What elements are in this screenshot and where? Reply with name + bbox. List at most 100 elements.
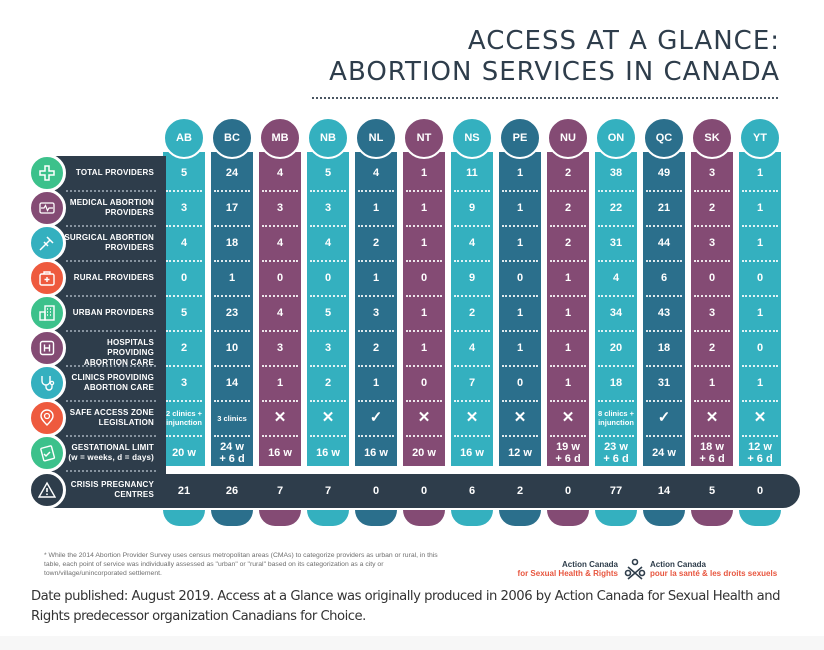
cell-divider (646, 365, 682, 367)
province-column-foot (211, 510, 253, 526)
crisis-pregnancy-centres-bar (46, 474, 800, 508)
cell-divider (502, 295, 538, 297)
cell-text-line: 1 (420, 167, 428, 179)
cell-text-line: 0 (324, 272, 332, 284)
cell-divider (358, 330, 394, 332)
table-cell: 1 (739, 377, 781, 389)
cell-text-line: 18 (657, 342, 671, 354)
cell-divider (358, 435, 394, 437)
cell-text-line: ✕ (561, 409, 575, 426)
cell-text-line: 2 (564, 167, 572, 179)
cell-text-line: 1 (372, 272, 380, 284)
cell-text-line: 3 (708, 307, 716, 319)
cell-text-line: 24 w (652, 447, 676, 459)
cell-text-line: 21 (657, 202, 671, 214)
cell-text-line: ✓ (657, 409, 671, 426)
table-cell: 1 (355, 272, 397, 284)
table-cell: 16 w (259, 447, 301, 459)
cell-text-line: ✕ (465, 409, 479, 426)
row-divider (66, 400, 156, 402)
cell-text-line: 23 (225, 307, 239, 319)
cell-divider (694, 400, 730, 402)
cell-text-line: 1 (420, 342, 428, 354)
table-cell: 0 (403, 377, 445, 389)
cell-divider (646, 330, 682, 332)
province-column-sk (691, 152, 733, 466)
table-cell: 5 (691, 485, 733, 497)
cell-text-line: 24 (225, 167, 239, 179)
table-cell: 10 (211, 342, 253, 354)
table-cell: 0 (355, 485, 397, 497)
province-column-foot (595, 510, 637, 526)
cell-text-line: 10 (225, 342, 239, 354)
cell-text-line: 7 (324, 485, 332, 497)
cell-text-line: 77 (609, 485, 623, 497)
table-cell: 20 w (403, 447, 445, 459)
cell-text-line: 2 (708, 202, 716, 214)
table-cell: 14 (211, 377, 253, 389)
cell-text-line: 1 (420, 237, 428, 249)
cell-text-line: 0 (420, 485, 428, 497)
cell-divider (454, 295, 490, 297)
province-column-foot (355, 510, 397, 526)
cell-text-line: 0 (420, 377, 428, 389)
cell-text-line: 1 (276, 377, 284, 389)
table-cell: 3 (691, 167, 733, 179)
stethoscope-icon (28, 364, 66, 402)
cell-text-line: 3 (372, 307, 380, 319)
table-cell: 20 w (163, 447, 205, 459)
cell-text-line: ✕ (273, 409, 287, 426)
cell-divider (550, 225, 586, 227)
row-label-line: GESTATIONAL LIMIT (71, 443, 154, 452)
cell-divider (694, 435, 730, 437)
province-column-foot (739, 510, 781, 526)
cell-divider (694, 190, 730, 192)
cell-text-line: 12 w (508, 447, 532, 459)
cell-divider (550, 260, 586, 262)
province-column-foot (403, 510, 445, 526)
table-cell: 3 (163, 202, 205, 214)
cell-text-line: 0 (180, 272, 188, 284)
title-line-1: ACCESS AT A GLANCE: (467, 26, 780, 56)
table-cell: 5 (307, 307, 349, 319)
cell-text-line: 1 (756, 377, 764, 389)
cell-text-line: 43 (657, 307, 671, 319)
row-label-line: LEGISLATION (98, 418, 154, 427)
cell-text-line: 3 (276, 342, 284, 354)
province-header-ns: NS (451, 117, 493, 159)
table-cell: 1 (355, 202, 397, 214)
cell-divider (742, 365, 778, 367)
table-cell: 24 w + 6 d (211, 441, 253, 465)
cell-divider (454, 435, 490, 437)
row-label-4: RURAL PROVIDERS (60, 273, 154, 283)
province-header-sk: SK (691, 117, 733, 159)
row-label-5: URBAN PROVIDERS (60, 308, 154, 318)
table-cell: 1 (547, 272, 589, 284)
row-divider (66, 330, 156, 332)
cell-divider (166, 190, 202, 192)
cell-text-line: + 6 d (555, 453, 581, 465)
table-cell: 16 w (451, 447, 493, 459)
cell-divider (502, 400, 538, 402)
cell-divider (262, 435, 298, 437)
cell-text-line: 3 (708, 237, 716, 249)
cell-text-line: 3 (324, 202, 332, 214)
table-cell: 4 (595, 272, 637, 284)
province-column-foot (307, 510, 349, 526)
cell-text-line: 3 (180, 202, 188, 214)
cell-divider (406, 400, 442, 402)
cell-divider (694, 365, 730, 367)
table-cell: 1 (403, 307, 445, 319)
cell-text-line: 2 clinics + (165, 409, 203, 418)
table-cell: 0 (547, 485, 589, 497)
province-header-nt: NT (403, 117, 445, 159)
table-cell: 3 (259, 342, 301, 354)
cell-text-line: 5 (180, 167, 188, 179)
cell-text-line: 26 (225, 485, 239, 497)
heart-monitor-icon (28, 189, 66, 227)
cell-divider (694, 330, 730, 332)
table-cell: 17 (211, 202, 253, 214)
plus-cross-icon (28, 154, 66, 192)
table-cell: 4 (259, 307, 301, 319)
cell-text-line: 4 (612, 272, 620, 284)
